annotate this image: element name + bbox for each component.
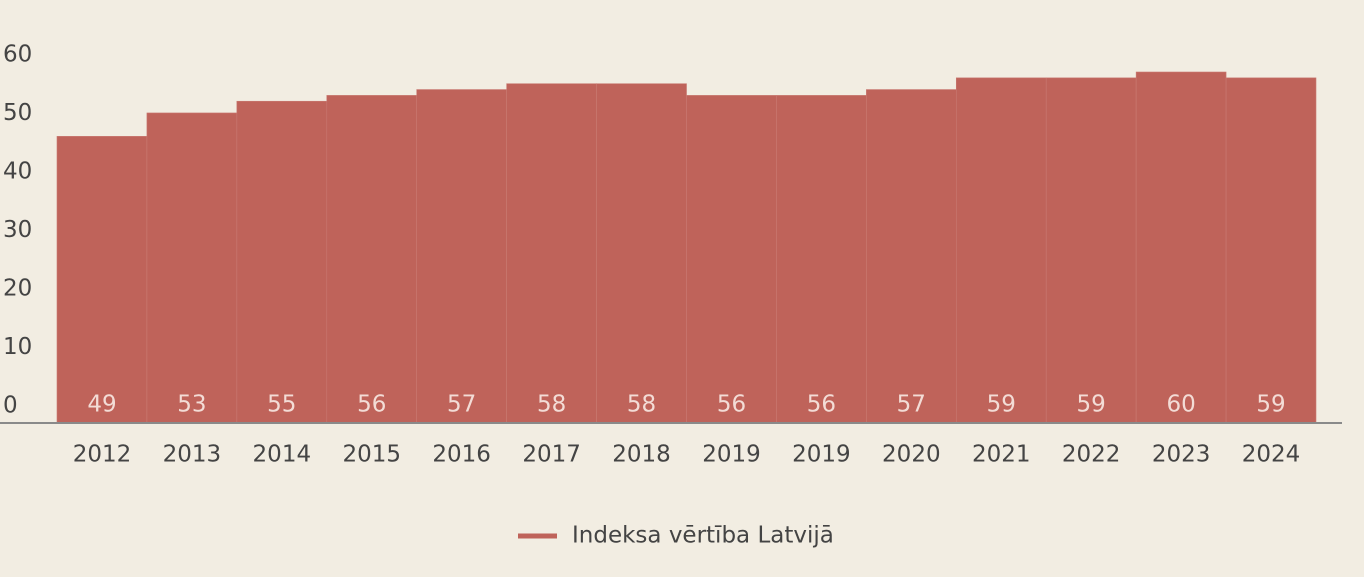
value-label: 56 (807, 392, 836, 418)
value-label: 56 (717, 392, 746, 418)
bar (596, 83, 687, 424)
y-tick-label: 50 (3, 100, 32, 126)
y-tick-label: 60 (3, 42, 32, 68)
value-label: 59 (987, 392, 1016, 418)
value-label: 57 (447, 392, 476, 418)
value-label: 58 (627, 392, 656, 418)
x-tick-label: 2012 (73, 442, 132, 468)
x-tick-label: 2017 (522, 442, 581, 468)
x-tick-label: 2024 (1242, 442, 1301, 468)
x-tick-label: 2021 (972, 442, 1031, 468)
bar (686, 95, 777, 424)
bar (866, 89, 957, 424)
x-tick-label: 2019 (792, 442, 851, 468)
legend-label: Indeksa vērtība Latvijā (572, 523, 834, 549)
value-label: 59 (1256, 392, 1285, 418)
value-label: 58 (537, 392, 566, 418)
bar (56, 136, 148, 424)
x-tick-label: 2018 (612, 442, 671, 468)
value-label: 59 (1077, 392, 1106, 418)
x-tick-label: 2022 (1062, 442, 1121, 468)
bar (236, 100, 328, 424)
y-tick-label: 0 (3, 393, 18, 419)
value-label: 60 (1166, 392, 1195, 418)
x-tick-label: 2020 (882, 442, 941, 468)
bar (776, 95, 867, 424)
bar (146, 112, 238, 424)
y-tick-label: 40 (3, 159, 32, 185)
y-tick-label: 30 (3, 217, 32, 243)
x-tick-label: 2023 (1152, 442, 1211, 468)
bar (955, 77, 1047, 424)
bar (1135, 71, 1227, 424)
value-label: 55 (267, 392, 296, 418)
x-tick-label: 2013 (163, 442, 222, 468)
bar (1225, 77, 1317, 424)
x-tick-label: 2015 (342, 442, 401, 468)
value-label: 53 (177, 392, 206, 418)
value-label: 56 (357, 392, 386, 418)
value-label: 49 (87, 392, 116, 418)
y-tick-label: 10 (3, 334, 32, 360)
x-tick-label: 2019 (702, 442, 761, 468)
bar (506, 83, 597, 424)
value-label: 57 (897, 392, 926, 418)
bar (326, 95, 418, 424)
x-tick-label: 2016 (432, 442, 491, 468)
x-tick-label: 2014 (253, 442, 312, 468)
bar (1045, 77, 1137, 424)
bar (416, 89, 507, 424)
y-tick-label: 20 (3, 276, 32, 302)
